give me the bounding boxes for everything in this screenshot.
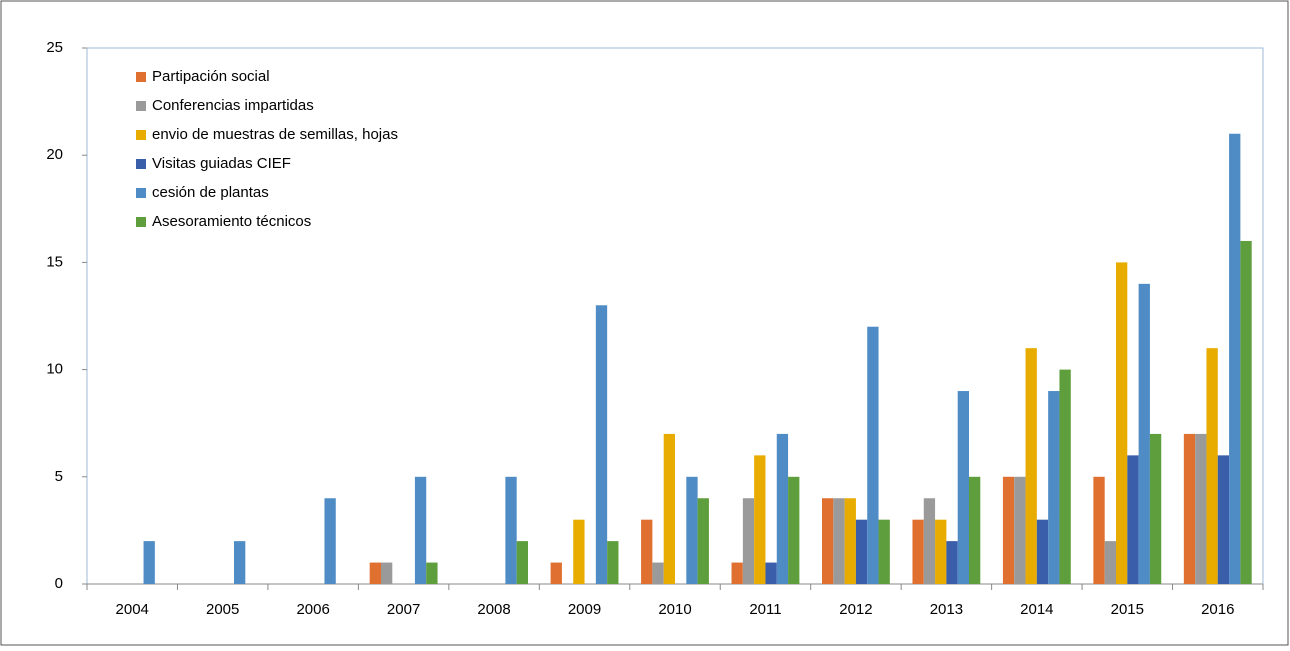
- x-tick-label: 2011: [749, 601, 781, 618]
- y-tick-label: 25: [46, 39, 63, 56]
- x-tick-label: 2010: [658, 601, 691, 618]
- bar: [946, 541, 958, 584]
- y-tick-label: 0: [55, 575, 63, 592]
- bar: [855, 519, 868, 584]
- bar: [381, 562, 393, 584]
- legend-swatch: [136, 217, 146, 227]
- bar: [1183, 433, 1196, 584]
- bar: [516, 541, 528, 584]
- y-tick-label: 10: [46, 361, 63, 378]
- bar: [652, 562, 664, 584]
- bar: [731, 562, 743, 584]
- bar: [324, 498, 336, 584]
- x-tick-label: 2004: [116, 601, 149, 618]
- legend-label: Visitas guiadas CIEF: [152, 155, 291, 172]
- bar: [1229, 133, 1241, 584]
- bar: [1014, 476, 1026, 584]
- legend-swatch: [136, 188, 146, 198]
- legend-swatch: [136, 101, 146, 111]
- bar: [935, 519, 947, 584]
- x-tick-label: 2015: [1111, 601, 1144, 618]
- bar: [754, 455, 766, 584]
- bar: [844, 498, 856, 584]
- bar: [822, 498, 834, 584]
- bar: [969, 476, 981, 584]
- bar: [1048, 391, 1060, 584]
- bar: [697, 498, 709, 584]
- bar: [641, 519, 653, 584]
- bar: [765, 562, 777, 584]
- bar: [573, 519, 585, 584]
- legend-label: Partipación social: [152, 68, 270, 85]
- y-tick-label: 15: [46, 253, 63, 270]
- bar: [1195, 433, 1207, 584]
- bar: [369, 562, 381, 584]
- bar: [1002, 476, 1015, 584]
- bar: [234, 541, 246, 584]
- legend-label: Conferencias impartidas: [152, 97, 314, 114]
- bar: [957, 391, 969, 584]
- bar: [426, 562, 438, 584]
- bar: [742, 498, 755, 584]
- x-tick-label: 2016: [1201, 601, 1234, 618]
- legend-label: Asesoramiento técnicos: [152, 213, 311, 230]
- bar: [1104, 541, 1116, 584]
- y-tick-label: 5: [55, 468, 63, 485]
- x-tick-label: 2013: [930, 601, 963, 618]
- bar: [550, 562, 562, 584]
- legend-swatch: [136, 72, 146, 82]
- legend-swatch: [136, 130, 146, 140]
- x-tick-label: 2006: [296, 601, 329, 618]
- bar: [1240, 240, 1252, 584]
- bar: [1138, 283, 1150, 584]
- bar: [1127, 455, 1139, 584]
- x-tick-label: 2005: [206, 601, 239, 618]
- bar: [414, 476, 427, 584]
- bar: [1093, 476, 1105, 584]
- bar: [912, 519, 924, 584]
- bar: [663, 433, 675, 584]
- bar: [878, 519, 890, 584]
- bar: [686, 476, 698, 584]
- legend-swatch: [136, 159, 146, 169]
- bar: [867, 326, 879, 584]
- bar: [607, 541, 619, 584]
- bar: [1206, 348, 1218, 584]
- x-tick-label: 2008: [477, 601, 510, 618]
- bar: [143, 541, 155, 584]
- bar: [505, 476, 517, 584]
- bar: [923, 498, 936, 584]
- x-tick-label: 2009: [568, 601, 601, 618]
- bar: [1025, 348, 1037, 584]
- bar: [788, 476, 800, 584]
- legend-label: envio de muestras de semillas, hojas: [152, 126, 398, 143]
- bar: [1059, 369, 1071, 584]
- bar: [776, 433, 789, 584]
- bar: [833, 498, 845, 584]
- bar: [1036, 519, 1049, 584]
- bar: [1217, 455, 1230, 584]
- bar: [1149, 433, 1162, 584]
- legend-label: cesión de plantas: [152, 184, 269, 201]
- y-tick-label: 20: [46, 146, 63, 163]
- x-tick-label: 2014: [1020, 601, 1053, 618]
- x-tick-label: 2012: [839, 601, 872, 618]
- x-tick-label: 2007: [387, 601, 420, 618]
- bar: [595, 305, 608, 584]
- bar: [1116, 262, 1128, 584]
